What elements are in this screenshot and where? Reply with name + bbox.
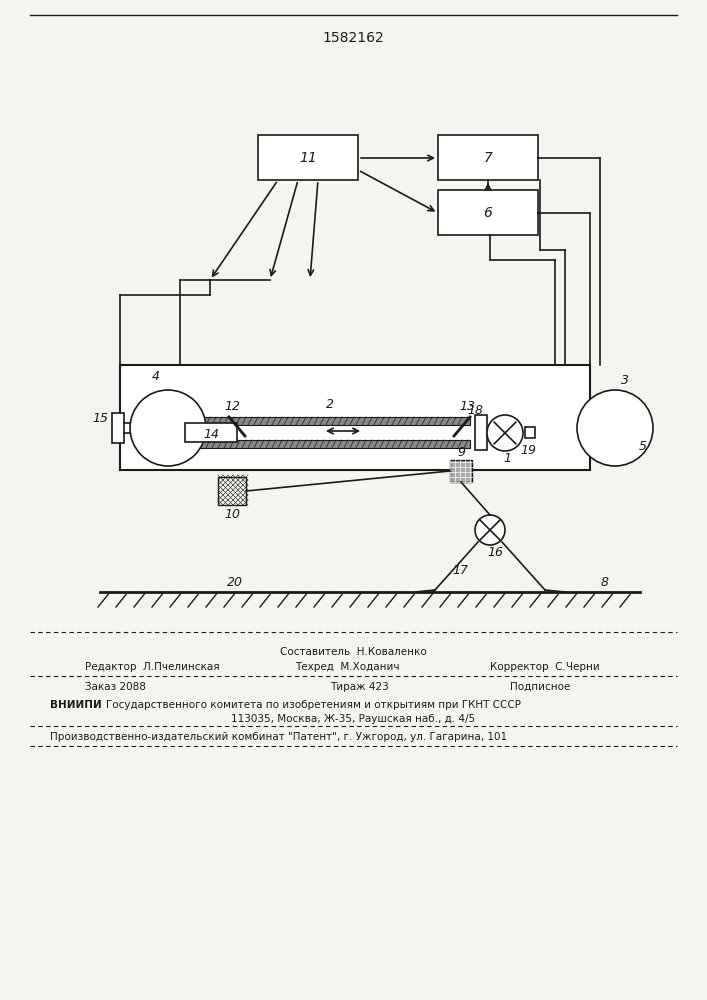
Circle shape: [475, 515, 505, 545]
Text: 12: 12: [224, 400, 240, 414]
Text: 14: 14: [203, 428, 219, 441]
Text: 6: 6: [484, 206, 493, 220]
Text: 7: 7: [484, 151, 493, 165]
Text: 1582162: 1582162: [322, 31, 384, 45]
Text: 18: 18: [467, 403, 483, 416]
Circle shape: [130, 390, 206, 466]
Text: Составитель  Н.Коваленко: Составитель Н.Коваленко: [280, 647, 426, 657]
Text: 13: 13: [459, 400, 475, 414]
Text: Техред  М.Ходанич: Техред М.Ходанич: [295, 662, 399, 672]
Text: 3: 3: [621, 373, 629, 386]
Text: 11: 11: [299, 151, 317, 165]
Text: Тираж 423: Тираж 423: [330, 682, 389, 692]
Text: 17: 17: [452, 564, 468, 576]
Text: 20: 20: [227, 576, 243, 588]
Text: 1: 1: [503, 452, 511, 464]
Text: 15: 15: [92, 412, 108, 424]
Text: Заказ 2088: Заказ 2088: [85, 682, 146, 692]
Text: 2: 2: [326, 397, 334, 410]
Circle shape: [577, 390, 653, 466]
Bar: [475, 415, 487, 450]
Bar: [450, 460, 472, 482]
Bar: [218, 477, 246, 505]
Text: ВНИИПИ: ВНИИПИ: [50, 700, 102, 710]
Text: 19: 19: [520, 444, 536, 456]
Bar: [438, 190, 538, 235]
Bar: [525, 427, 535, 438]
Bar: [258, 135, 358, 180]
Text: 4: 4: [152, 369, 160, 382]
Bar: [185, 440, 470, 448]
Bar: [120, 365, 590, 470]
Text: 5: 5: [639, 440, 647, 452]
Text: 10: 10: [224, 508, 240, 522]
Text: 113035, Москва, Ж-35, Раушская наб., д. 4/5: 113035, Москва, Ж-35, Раушская наб., д. …: [231, 714, 475, 724]
Text: 8: 8: [601, 576, 609, 588]
Bar: [185, 423, 237, 442]
Text: Производственно-издательский комбинат "Патент", г. Ужгород, ул. Гагарина, 101: Производственно-издательский комбинат "П…: [50, 732, 507, 742]
Bar: [185, 417, 470, 425]
Text: 16: 16: [487, 546, 503, 558]
Text: Государственного комитета по изобретениям и открытиям при ГКНТ СССР: Государственного комитета по изобретения…: [106, 700, 521, 710]
Text: Редактор  Л.Пчелинская: Редактор Л.Пчелинская: [85, 662, 220, 672]
Bar: [112, 413, 124, 443]
Text: Подписное: Подписное: [510, 682, 571, 692]
Text: 9: 9: [457, 446, 465, 458]
Text: Корректор  С.Черни: Корректор С.Черни: [490, 662, 600, 672]
Circle shape: [487, 415, 523, 451]
Bar: [438, 135, 538, 180]
